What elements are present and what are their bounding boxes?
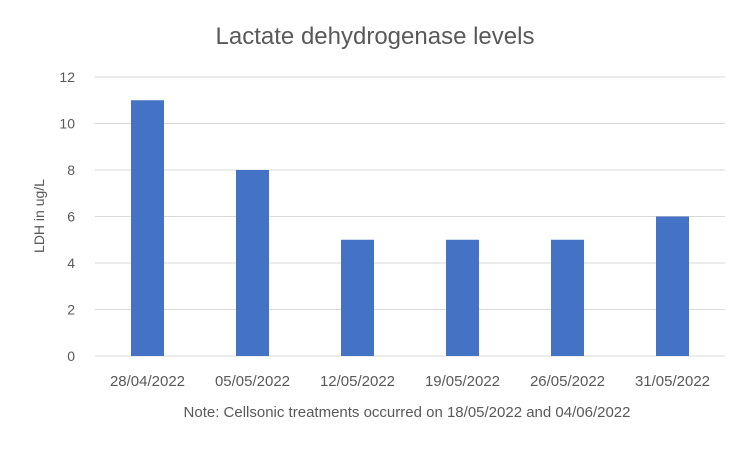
bar <box>551 239 584 356</box>
x-tick-label: 31/05/2022 <box>635 373 710 390</box>
x-tick-label: 28/04/2022 <box>110 373 185 390</box>
bar <box>446 239 479 356</box>
bar <box>341 239 374 356</box>
x-tick-label: 05/05/2022 <box>215 373 290 390</box>
chart-note: Note: Cellsonic treatments occurred on 1… <box>184 404 631 421</box>
chart-title: Lactate dehydrogenase levels <box>216 23 535 50</box>
y-tick-label: 8 <box>67 162 75 178</box>
y-tick-label: 4 <box>67 255 75 271</box>
x-tick-label: 12/05/2022 <box>320 373 395 390</box>
y-axis-label: LDH in ug/L <box>31 179 47 253</box>
x-tick-label: 19/05/2022 <box>425 373 500 390</box>
bar <box>131 100 164 356</box>
x-tick-label: 26/05/2022 <box>530 373 605 390</box>
bar <box>656 216 689 356</box>
bar <box>236 170 269 356</box>
y-tick-label: 0 <box>67 348 75 364</box>
y-tick-label: 12 <box>59 69 75 85</box>
y-tick-label: 10 <box>59 116 75 132</box>
y-tick-label: 2 <box>67 302 75 318</box>
y-tick-label: 6 <box>67 209 75 225</box>
